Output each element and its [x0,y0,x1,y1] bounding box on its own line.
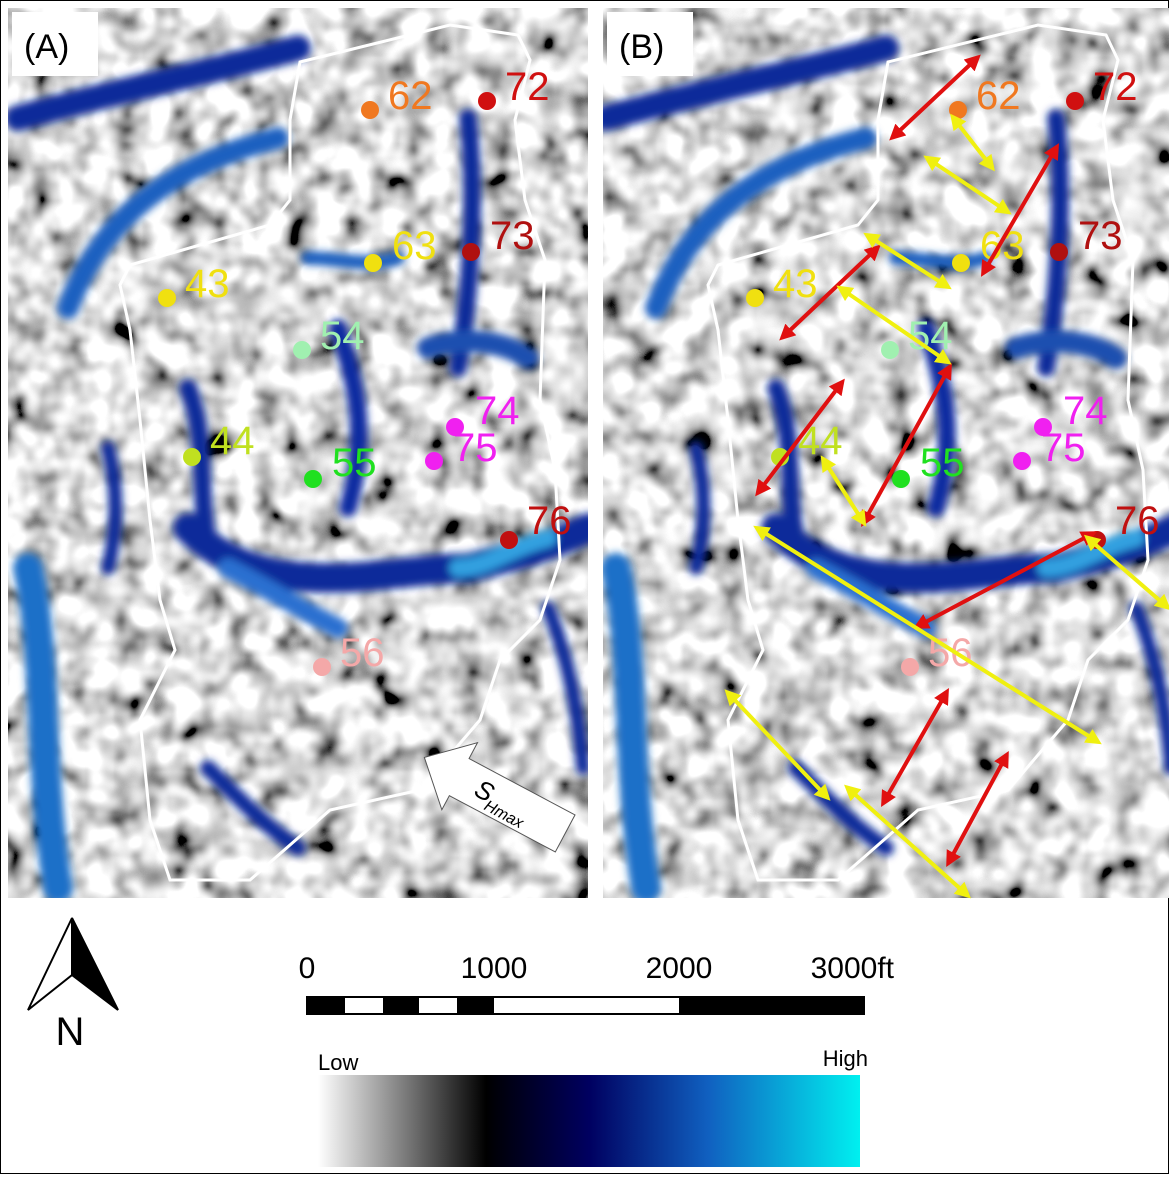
well [478,92,496,110]
well [462,243,480,261]
well-label: 72 [1093,65,1138,109]
well-label: 55 [920,441,965,485]
well-label: 73 [490,214,535,258]
north-label: N [56,1010,85,1054]
well-label: 63 [980,224,1025,268]
well-label: 44 [798,419,843,463]
well [901,658,919,676]
well-label: 43 [185,262,230,306]
well-label: 62 [976,74,1021,118]
panel-label: (A) [24,28,69,66]
well [881,341,899,359]
well-label: 75 [1041,426,1086,470]
well [1013,452,1031,470]
well [183,448,201,466]
color-bar [318,1075,860,1167]
well-label: 72 [505,65,550,109]
scale-label: 1000 [461,952,528,985]
well-label: 43 [773,262,818,306]
well [892,470,910,488]
color-bar-high: High [823,1046,868,1071]
well-label: 44 [210,419,255,463]
scale-label: 0 [299,952,316,985]
well [1066,92,1084,110]
well [313,658,331,676]
well [304,470,322,488]
well-label: 75 [453,426,498,470]
well [158,289,176,307]
well-label: 56 [340,631,385,675]
well [364,254,382,272]
scale-label: 3000ft [811,952,895,985]
scale-label: 2000 [646,952,713,985]
map-panel-a [8,8,588,898]
panel-label: (B) [619,28,664,66]
color-bar-low: Low [318,1050,358,1075]
well-label: 73 [1078,214,1123,258]
well [952,254,970,272]
north-arrow: N [28,918,118,1054]
well [361,101,379,119]
well-label: 54 [320,314,365,358]
well [1050,243,1068,261]
well [949,101,967,119]
well-label: 62 [388,74,433,118]
well [293,341,311,359]
scale-bar [307,997,864,1014]
well [500,531,518,549]
well-label: 63 [392,224,437,268]
well [746,289,764,307]
well-label: 55 [332,441,377,485]
figure: (A)627263734354445574757656(B)6272637343… [0,0,1169,1174]
well-label: 76 [1115,499,1160,543]
well [425,452,443,470]
well-label: 76 [527,499,572,543]
